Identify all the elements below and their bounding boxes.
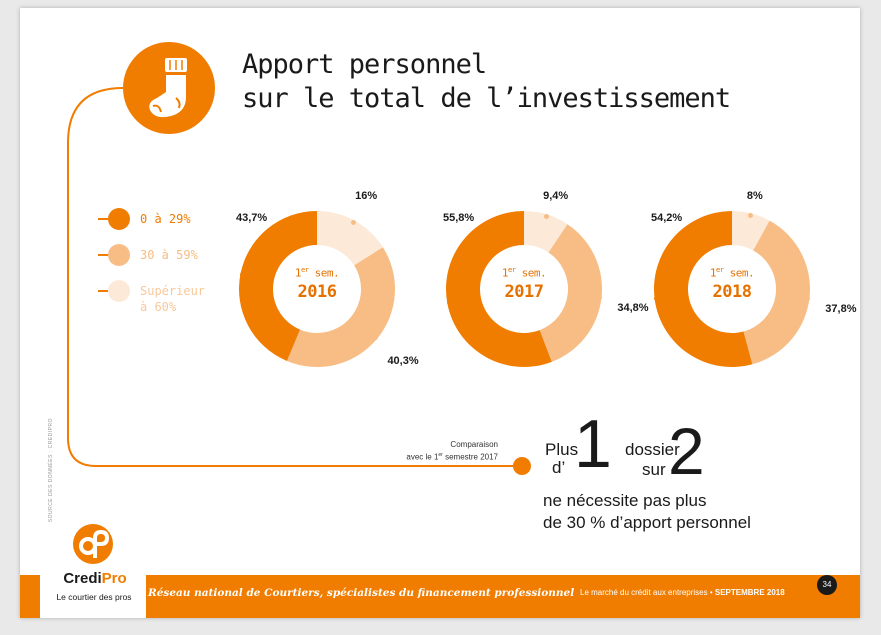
sock-icon <box>149 58 187 118</box>
label-leader-dot <box>372 335 378 341</box>
legend-item-60-plus: Supérieur à 60% <box>98 280 205 315</box>
label-leader-dot <box>239 271 245 277</box>
donut-slice-0 <box>238 211 317 361</box>
slice-value-label: 43,7% <box>236 212 268 224</box>
highlight-subtext: ne nécessite pas plus de 30 % d’apport p… <box>543 490 751 534</box>
slice-value-label: 54,2% <box>651 212 683 224</box>
donut-center-year: 2017 <box>504 282 544 302</box>
slice-value-label: 8% <box>746 190 763 202</box>
slice-value-label: 37,8% <box>825 302 857 315</box>
infographic-page: Apport personnel sur le total de l’inves… <box>20 8 860 618</box>
highlight-two: 2 <box>668 414 705 488</box>
donut-chart-2016: 1er sem. 2016 16% 40,3% 43,7% <box>232 190 419 374</box>
highlight-one: 1 <box>574 406 612 482</box>
highlight-plus: Plus <box>545 440 579 459</box>
legend-swatch <box>108 208 130 230</box>
legend-item-30-59: 30 à 59% <box>98 244 198 266</box>
highlight-sur: sur <box>642 460 666 479</box>
comparison-note: Comparaison avec le 1er semestre 2017 <box>370 440 498 463</box>
page-number: 34 <box>817 575 837 595</box>
credipro-logo-icon <box>73 524 113 564</box>
title-line-2: sur le total de l’investissement <box>242 83 731 114</box>
legend-label-line-2: à 60% <box>140 300 177 314</box>
donut-center-year: 2016 <box>297 282 337 302</box>
donut-svg <box>654 211 810 367</box>
label-leader-dot <box>597 295 602 301</box>
donut-slice-1 <box>743 220 810 365</box>
source-note: SOURCE DES DONNÉES : CREDIPRO <box>48 418 54 523</box>
legend-label: Supérieur à 60% <box>140 283 205 315</box>
slice-value-label: 16% <box>355 190 378 202</box>
donut-svg <box>238 211 395 367</box>
label-leader-dot <box>748 212 754 218</box>
legend-label-line-1: Supérieur <box>140 284 206 298</box>
label-leader-dot <box>654 296 660 302</box>
donut-center-label: 1er sem. <box>501 266 547 280</box>
legend-item-0-29: 0 à 29% <box>98 208 191 230</box>
label-leader-dot <box>543 213 549 219</box>
slice-value-label: 40,3% <box>387 355 419 368</box>
donut-slice-0 <box>654 211 753 367</box>
donut-slice-0 <box>445 211 552 367</box>
sock-icon-circle <box>123 42 215 134</box>
logo-tagline: Le courtier des pros <box>56 592 132 602</box>
legend-label: 0 à 29% <box>140 212 191 226</box>
slice-value-label: 9,4% <box>543 190 569 202</box>
donut-chart-2018: 1er sem. 2018 8% 37,8% 54,2% <box>647 190 856 374</box>
slice-value-label: 34,8% <box>617 302 649 315</box>
donut-slice-2 <box>317 211 383 266</box>
comparison-line-1: Comparaison <box>450 440 498 449</box>
donut-center-label: 1er sem. <box>294 266 340 280</box>
donut-slice-1 <box>286 247 395 367</box>
slice-value-label: 55,8% <box>443 212 475 224</box>
donut-slice-1 <box>539 224 602 362</box>
donut-slice-2 <box>524 211 568 253</box>
highlight-dossier: dossier <box>625 440 680 459</box>
title-line-1: Apport personnel <box>242 49 487 80</box>
donut-center: 1er sem. 2016 <box>232 204 402 374</box>
credipro-logo: CrediPro Le courtier des pros <box>40 520 146 618</box>
donut-chart-2017: 1er sem. 2017 9,4% 34,8% 55,8% <box>439 190 649 374</box>
footer-bar: Réseau national de Courtiers, spécialist… <box>20 575 860 618</box>
highlight-subtext-line-2: de 30 % d’apport personnel <box>543 513 751 532</box>
donut-slice-2 <box>732 211 770 251</box>
donut-center-label: 1er sem. <box>709 266 755 280</box>
legend-swatch <box>108 280 130 302</box>
legend-swatch <box>108 244 130 266</box>
donut-center: 1er sem. 2017 <box>439 204 609 374</box>
donut-center: 1er sem. 2018 <box>647 204 817 374</box>
label-leader-dot <box>446 300 452 306</box>
donut-svg <box>445 211 602 367</box>
donut-center-year: 2018 <box>712 282 752 302</box>
legend-label: 30 à 59% <box>140 248 198 262</box>
label-leader-dot <box>804 295 810 301</box>
label-leader-dot <box>351 219 357 225</box>
footer-publication: Le marché du crédit aux entreprises • SE… <box>580 588 785 597</box>
logo-wordmark: CrediPro <box>63 570 127 587</box>
page-title: Apport personnel sur le total de l’inves… <box>242 48 731 116</box>
comparison-line-2: avec le 1er semestre 2017 <box>406 452 498 462</box>
highlight-d: d’ <box>552 458 566 477</box>
connector-lines <box>67 87 531 475</box>
footer-slogan: Réseau national de Courtiers, spécialist… <box>148 587 575 599</box>
highlight-subtext-line-1: ne nécessite pas plus <box>543 491 707 510</box>
